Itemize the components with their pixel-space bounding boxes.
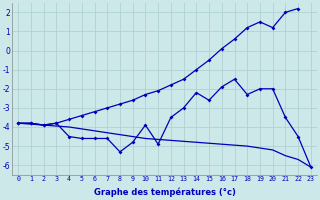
X-axis label: Graphe des températures (°c): Graphe des températures (°c) bbox=[93, 188, 236, 197]
